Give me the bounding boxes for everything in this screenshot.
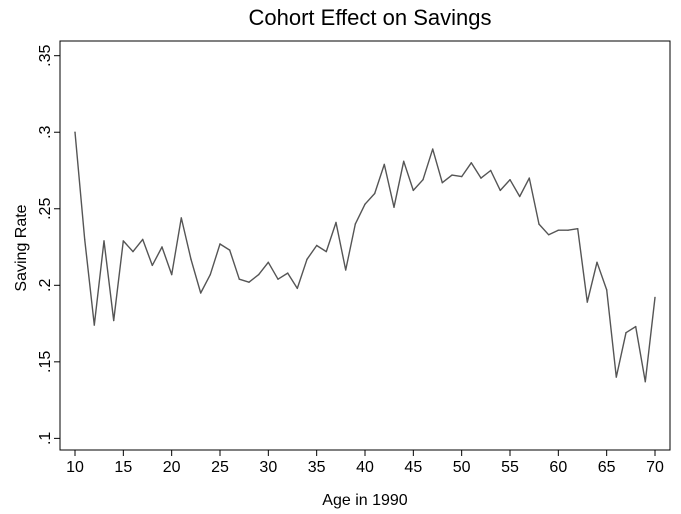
data-point <box>335 221 337 224</box>
data-point <box>615 376 617 378</box>
data-point <box>171 273 173 276</box>
data-point <box>277 278 279 280</box>
data-point <box>374 192 376 195</box>
data-point <box>606 289 608 291</box>
data-point <box>84 238 86 241</box>
data-point <box>538 223 540 225</box>
data-point <box>151 264 153 267</box>
y-axis-label: Saving Rate <box>13 204 30 291</box>
data-point <box>103 240 105 242</box>
data-point <box>461 175 463 178</box>
x-tick-label: 45 <box>404 459 422 476</box>
y-tick-label: .3 <box>37 125 54 138</box>
chart-title: Cohort Effect on Savings <box>249 5 492 30</box>
y-tick-label: .1 <box>37 432 54 445</box>
x-tick-label: 70 <box>646 459 664 476</box>
data-point <box>490 169 492 172</box>
x-tick-label: 50 <box>453 459 471 476</box>
data-point <box>509 179 511 181</box>
data-point <box>528 177 530 179</box>
data-point <box>422 179 424 181</box>
data-point <box>248 281 250 283</box>
data-point <box>122 240 125 242</box>
data-point <box>200 292 202 294</box>
x-tick-label: 30 <box>259 459 277 476</box>
data-point <box>480 177 482 179</box>
data-point <box>132 250 134 253</box>
data-point <box>190 258 192 260</box>
data-point <box>577 228 579 230</box>
data-point <box>161 246 163 248</box>
x-tick-label: 55 <box>501 459 519 476</box>
data-point <box>499 189 501 192</box>
data-point <box>548 234 550 236</box>
data-point <box>74 131 76 133</box>
data-point <box>238 278 240 280</box>
data-point <box>219 243 221 245</box>
x-tick-label: 15 <box>114 459 132 476</box>
x-tick-label: 40 <box>356 459 374 476</box>
x-axis: 10 15 20 25 30 35 40 45 50 55 60 65 70 <box>66 450 664 476</box>
data-point <box>586 301 588 303</box>
data-point <box>596 261 598 263</box>
data-point <box>113 319 115 322</box>
data-point <box>635 325 637 328</box>
x-axis-label: Age in 1990 <box>322 492 408 509</box>
data-point <box>393 206 395 208</box>
data-point <box>412 189 414 192</box>
x-tick-label: 35 <box>308 459 326 476</box>
data-point <box>316 244 318 247</box>
y-tick-label: .25 <box>37 198 54 220</box>
x-tick-label: 10 <box>66 459 84 476</box>
data-point <box>654 296 656 299</box>
data-point <box>451 174 453 176</box>
data-point <box>441 182 443 184</box>
x-tick-label: 65 <box>598 459 616 476</box>
data-point <box>93 324 96 326</box>
x-tick-label: 25 <box>211 459 229 476</box>
data-point <box>142 238 144 241</box>
data-points <box>74 131 656 383</box>
data-point <box>470 162 472 164</box>
data-point <box>306 258 308 260</box>
data-point <box>258 273 260 276</box>
y-axis: .1 .15 .2 .25 .3 .35 <box>37 44 60 445</box>
data-point <box>267 261 269 263</box>
data-point <box>557 229 559 231</box>
data-point <box>354 223 356 225</box>
x-tick-label: 60 <box>549 459 567 476</box>
data-point <box>209 273 211 276</box>
y-tick-label: .2 <box>37 279 54 292</box>
data-point <box>180 217 182 219</box>
data-point <box>625 332 627 334</box>
data-point <box>383 163 385 166</box>
data-point <box>432 148 434 150</box>
data-point <box>403 160 405 162</box>
data-point <box>644 381 646 383</box>
data-point <box>345 269 347 271</box>
data-point <box>229 249 231 251</box>
x-tick-label: 20 <box>163 459 181 476</box>
data-point <box>567 229 569 231</box>
data-point <box>296 287 298 290</box>
y-tick-label: .35 <box>37 44 54 66</box>
data-point <box>519 195 521 198</box>
data-point <box>325 250 327 253</box>
y-tick-label: .15 <box>37 351 54 373</box>
data-point <box>364 203 366 205</box>
data-point <box>287 272 289 274</box>
